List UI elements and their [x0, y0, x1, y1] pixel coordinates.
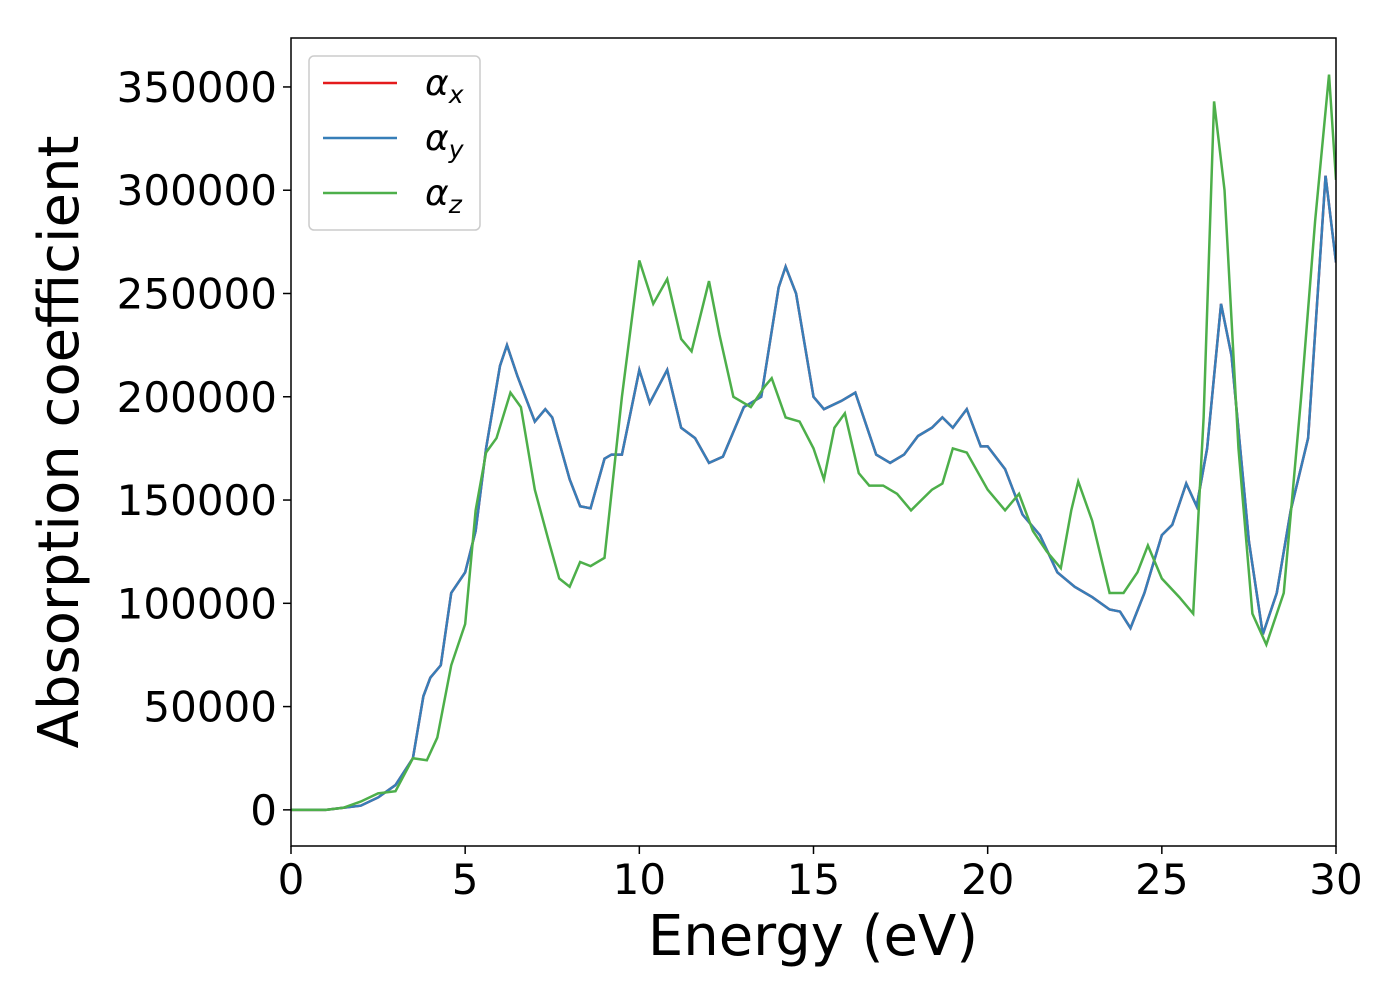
x-tick-label: 30 [1309, 855, 1362, 904]
x-tick-label: 0 [278, 855, 305, 904]
y-tick-label: 100000 [117, 579, 277, 628]
x-tick-label: 10 [613, 855, 666, 904]
legend-label: αx [425, 63, 464, 109]
plot-lines [291, 74, 1336, 812]
legend-label: αz [425, 173, 463, 219]
legend-label: αy [425, 118, 465, 164]
y-tick-label: 300000 [117, 166, 277, 215]
x-tick-label: 20 [961, 855, 1014, 904]
x-axis-label: Energy (eV) [648, 904, 978, 969]
y-tick-label: 200000 [117, 373, 277, 422]
plot-frame [290, 37, 1337, 847]
line-series [291, 74, 1336, 812]
legend: αx αy αz [308, 55, 481, 231]
x-tick-label: 25 [1135, 855, 1188, 904]
x-tick-label: 15 [787, 855, 840, 904]
y-tick-label: 350000 [117, 63, 277, 112]
y-tick-label: 150000 [117, 476, 277, 525]
y-tick-label: 250000 [117, 269, 277, 318]
y-tick-label: 50000 [143, 683, 277, 732]
y-tick-label: 0 [250, 786, 277, 835]
x-tick-label: 5 [452, 855, 479, 904]
y-axis-label: Absorption coefficient [27, 136, 92, 749]
legend-box [308, 55, 481, 231]
